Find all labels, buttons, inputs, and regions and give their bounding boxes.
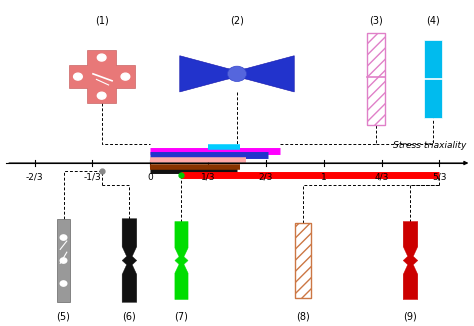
Circle shape <box>60 235 67 240</box>
Circle shape <box>60 281 67 286</box>
Text: (6): (6) <box>123 311 137 321</box>
Polygon shape <box>69 50 135 103</box>
Text: (3): (3) <box>369 16 383 26</box>
Text: 4/3: 4/3 <box>374 173 389 182</box>
Circle shape <box>60 258 67 263</box>
Text: (5): (5) <box>56 311 71 321</box>
Bar <box>367 34 385 126</box>
Text: 0: 0 <box>147 173 153 182</box>
Bar <box>57 219 70 302</box>
Text: -2/3: -2/3 <box>26 173 43 182</box>
Text: 2/3: 2/3 <box>259 173 273 182</box>
Text: (4): (4) <box>426 16 440 26</box>
Polygon shape <box>175 221 188 300</box>
Text: 1/3: 1/3 <box>201 173 215 182</box>
Polygon shape <box>122 219 137 302</box>
Circle shape <box>97 92 106 99</box>
Bar <box>295 223 311 298</box>
Bar <box>424 40 442 118</box>
Polygon shape <box>403 221 418 300</box>
Bar <box>295 223 311 298</box>
Text: (1): (1) <box>95 16 109 26</box>
Polygon shape <box>180 56 294 92</box>
Circle shape <box>121 73 130 80</box>
Text: (7): (7) <box>174 311 189 321</box>
Circle shape <box>73 73 82 80</box>
Text: 1: 1 <box>321 173 327 182</box>
Text: -1/3: -1/3 <box>83 173 101 182</box>
Bar <box>367 34 385 126</box>
Circle shape <box>97 54 106 61</box>
Text: (8): (8) <box>296 311 310 321</box>
Text: (9): (9) <box>404 311 418 321</box>
Text: 5/3: 5/3 <box>432 173 447 182</box>
Text: Stress triaxiality: Stress triaxiality <box>392 141 466 151</box>
Text: (2): (2) <box>230 16 244 26</box>
Circle shape <box>228 66 246 82</box>
